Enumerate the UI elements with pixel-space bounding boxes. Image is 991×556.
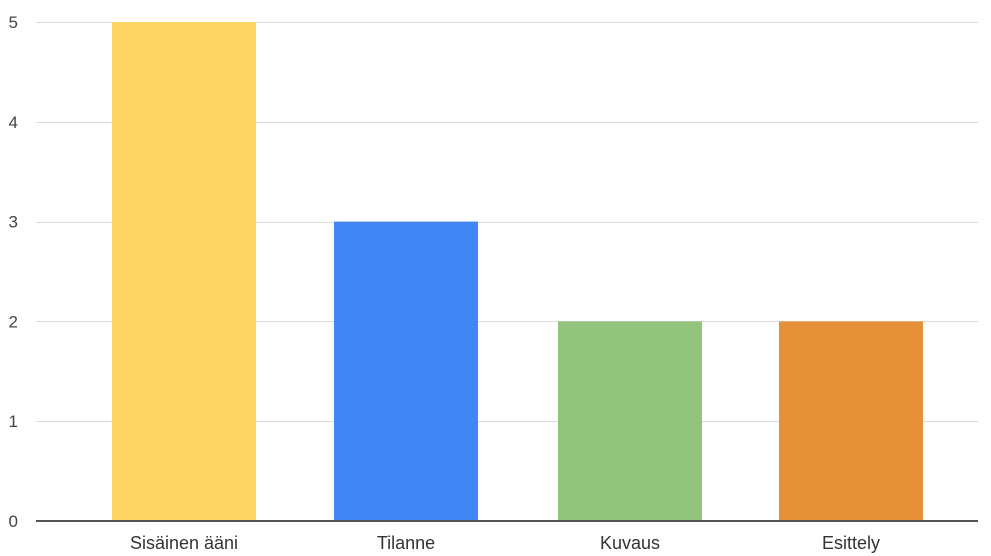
y-tick-label: 4 [9,113,18,132]
y-tick-label: 5 [9,13,18,32]
bars [112,22,923,521]
y-tick-label: 3 [9,213,18,232]
bar-4[interactable] [779,321,923,521]
bar-1[interactable] [112,22,256,521]
bar-2[interactable] [334,221,478,521]
x-axis-category-labels: Sisäinen ääni Tilanne Kuvaus Esittely [130,533,880,553]
x-category-label: Esittely [822,533,880,553]
bar-3[interactable] [558,321,702,521]
y-axis-tick-labels: 0 1 2 3 4 5 [9,13,18,531]
y-tick-label: 0 [9,512,18,531]
x-category-label: Tilanne [377,533,435,553]
x-category-label: Kuvaus [600,533,660,553]
x-category-label: Sisäinen ääni [130,533,238,553]
y-tick-label: 2 [9,312,18,331]
y-tick-label: 1 [9,412,18,431]
